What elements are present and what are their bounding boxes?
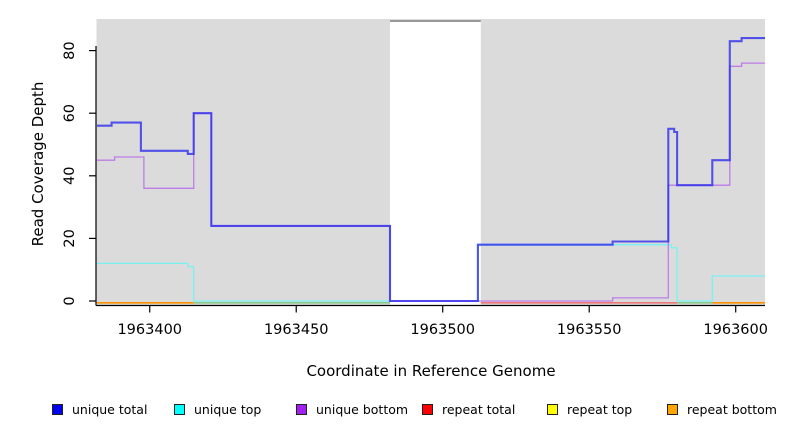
y-tick-label: 60 (62, 104, 78, 122)
y-tick-label: 40 (62, 167, 78, 185)
unique-top-swatch-icon (174, 403, 185, 415)
x-tick-label: 1963600 (703, 322, 768, 338)
x-tick-label: 1963500 (410, 322, 475, 338)
legend-label: repeat bottom (687, 401, 777, 417)
y-tick-label: 0 (62, 296, 78, 305)
series-line-unique-total (97, 37, 765, 303)
legend-item-unique-top: unique top (174, 398, 261, 420)
legend-label: repeat top (567, 401, 633, 417)
legend-item-unique-total: unique total (52, 398, 147, 420)
legend-item-unique-bottom: unique bottom (296, 398, 408, 420)
unique-total-swatch-icon (52, 403, 63, 415)
y-axis-title: Read Coverage Depth (29, 81, 47, 247)
legend-label: repeat total (442, 401, 516, 417)
chart-canvas: 1963400 1963450 1963500 1963550 1963600 0 20 40… (62, 19, 768, 338)
legend-label: unique total (72, 401, 148, 417)
legend-label: unique top (194, 401, 262, 417)
legend-item-repeat-top: repeat top (547, 398, 632, 420)
x-tick-label: 1963450 (264, 322, 329, 338)
x-tick-label: 1963550 (557, 322, 622, 338)
y-tick-label: 20 (62, 229, 78, 247)
y-tick-label: 80 (62, 41, 78, 59)
legend-item-repeat-total: repeat total (422, 398, 515, 420)
repeat-bottom-swatch-icon (667, 403, 678, 415)
x-tick-label: 1963400 (117, 322, 182, 338)
repeat-top-swatch-icon (547, 403, 558, 415)
legend: unique total unique top unique bottom re… (0, 398, 792, 424)
masked-region (389, 20, 481, 306)
repeat-total-swatch-icon (422, 403, 433, 415)
x-axis-title: Coordinate in Reference Genome (306, 362, 556, 380)
legend-label: unique bottom (316, 401, 409, 417)
unique-bottom-swatch-icon (296, 403, 307, 415)
legend-item-repeat-bottom: repeat bottom (667, 398, 777, 420)
